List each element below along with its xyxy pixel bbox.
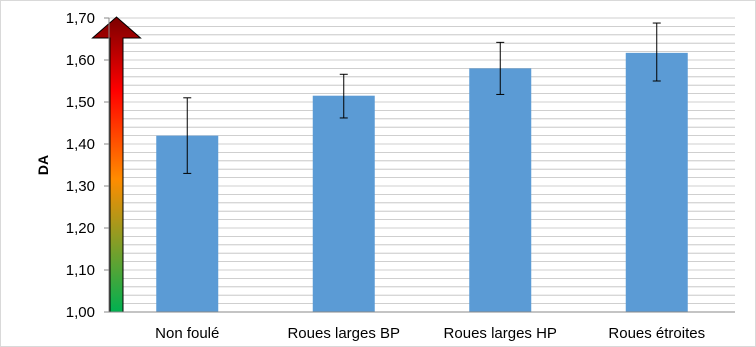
y-tick-label: 1,70	[66, 10, 95, 27]
bar	[469, 68, 532, 313]
y-tick-label: 1,60	[66, 52, 95, 69]
category-label: Non foulé	[155, 325, 219, 342]
gradient-arrow-shape	[91, 16, 142, 313]
error-bars	[183, 22, 661, 174]
y-tick-label: 1,00	[66, 304, 95, 321]
x-axis-labels: Non foulé Roues larges BP Roues larges HP R…	[155, 325, 705, 342]
bar	[625, 52, 688, 313]
y-tick-label: 1,10	[66, 262, 95, 279]
category-label: Roues étroites	[608, 325, 705, 342]
y-tick-label: 1,30	[66, 178, 95, 195]
y-tick-label: 1,40	[66, 136, 95, 153]
bar	[312, 95, 375, 312]
bars	[156, 52, 688, 313]
category-label: Roues larges HP	[444, 325, 557, 342]
y-axis-ticks: 1,00 1,10 1,20 1,30 1,40 1,50 1,60 1,70	[66, 10, 109, 321]
category-label: Roues larges BP	[287, 325, 400, 342]
y-tick-label: 1,20	[66, 220, 95, 237]
y-axis-title: DA	[35, 155, 51, 175]
y-tick-label: 1,50	[66, 94, 95, 111]
gradient-arrow	[91, 16, 142, 313]
